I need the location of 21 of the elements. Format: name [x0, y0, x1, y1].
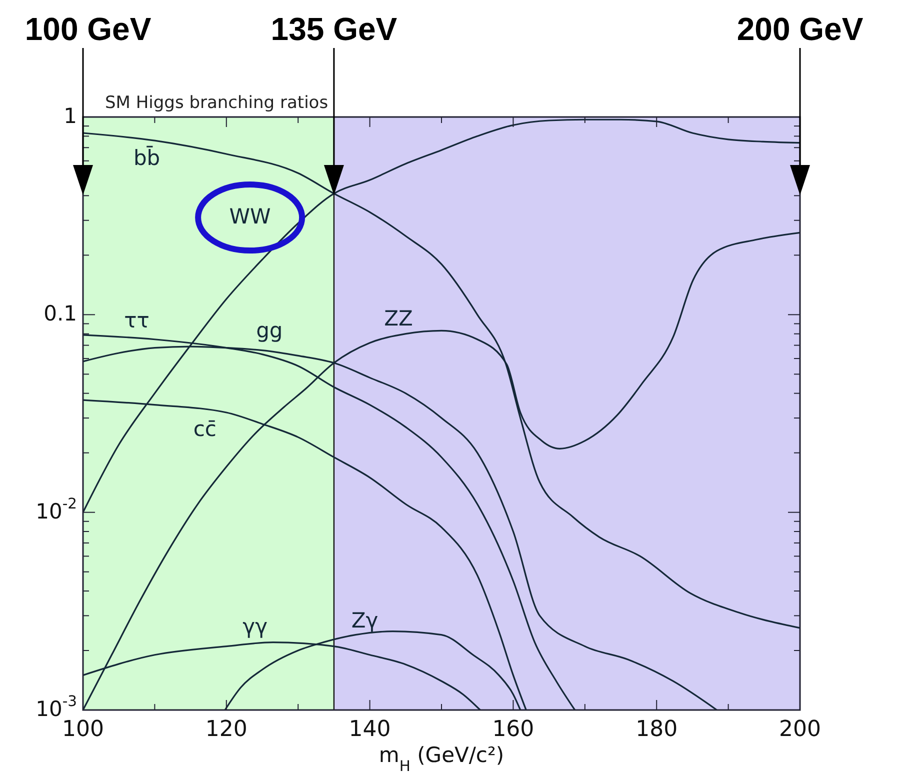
series-label: ZZ	[384, 306, 413, 331]
x-axis-title: m$_{H}$ (GeV/c²)	[378, 743, 504, 774]
x-tick-label: 200	[779, 717, 821, 742]
x-tick-label: 160	[492, 717, 534, 742]
series-label: WW	[229, 204, 272, 228]
series-label: γγ	[242, 614, 268, 639]
x-tick-label: 120	[205, 717, 248, 742]
y-tick-label: 1	[64, 104, 77, 128]
series-label: cc̄	[193, 417, 216, 442]
annotation: 135 GeV	[270, 11, 398, 47]
series-label: Zγ	[351, 608, 378, 632]
x-tick-label: 180	[636, 717, 678, 742]
series-label: gg	[256, 318, 283, 342]
chart-title: SM Higgs branching ratios	[105, 93, 328, 113]
y-tick-label: 10$^{-2}$	[36, 494, 77, 524]
annotation: 200 GeV	[736, 11, 864, 47]
y-tick-label: 0.1	[44, 301, 77, 326]
series-label: ττ	[124, 308, 150, 333]
annotation: 100 GeV	[24, 11, 152, 47]
x-tick-label: 140	[348, 717, 391, 742]
legend-label: bb̄	[133, 145, 160, 170]
